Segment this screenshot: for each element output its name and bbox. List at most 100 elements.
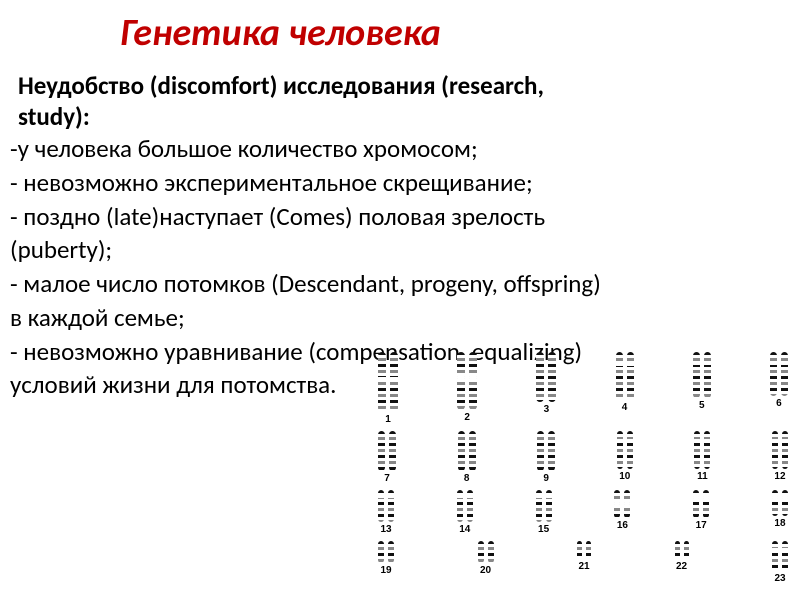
list-item: -у человека большое количество хромосом; <box>10 132 800 166</box>
chromosome-icon <box>617 431 623 469</box>
chromosome-icon <box>675 541 680 559</box>
chromosome-pair: 7 <box>378 431 396 484</box>
chromosome-icon <box>378 541 384 563</box>
list-item: - невозможно экспериментальное скрещиван… <box>10 166 800 200</box>
chromosome-pair: 15 <box>536 490 552 535</box>
chromosome-label: 6 <box>776 398 782 409</box>
chromosome-icon <box>616 352 623 400</box>
chromosome-label: 20 <box>480 565 491 576</box>
chromosome-label: 16 <box>617 520 628 531</box>
chromosome-icon <box>693 490 699 518</box>
chromosome-icon <box>704 431 710 469</box>
chromosome-icon <box>782 490 788 516</box>
chromosome-icon <box>772 431 778 469</box>
chromosome-icon <box>457 490 463 522</box>
chromosome-icon <box>458 431 465 471</box>
chromosome-pair: 19 <box>378 541 394 584</box>
chromosome-icon <box>624 490 630 518</box>
chromosome-icon <box>548 352 556 402</box>
chromosome-icon <box>694 431 700 469</box>
chromosome-label: 23 <box>774 573 785 584</box>
list-item: - поздно (late)наступает (Comes) половая… <box>10 200 800 234</box>
chromosome-pair: 16 <box>614 490 630 535</box>
chromosome-label: 1 <box>385 414 391 425</box>
chromosome-pair: 14 <box>457 490 473 535</box>
chromosome-pair: 1 <box>378 352 398 425</box>
subtitle-line-1: Неудобство (discomfort) исследования (re… <box>18 70 800 101</box>
chromosome-icon <box>469 431 476 471</box>
chromosome-label: 21 <box>578 561 589 572</box>
list-item: (puberty); <box>10 233 800 267</box>
chromosome-label: 12 <box>774 471 785 482</box>
chromosome-pair: 20 <box>478 541 494 584</box>
chromosome-label: 2 <box>464 412 470 423</box>
chromosome-icon <box>627 352 634 400</box>
chromosome-label: 22 <box>676 561 687 572</box>
chromosome-icon <box>704 352 711 398</box>
chromosome-pair: 8 <box>458 431 476 484</box>
chromosome-label: 3 <box>544 404 550 415</box>
chromosome-icon <box>478 541 484 563</box>
chromosome-icon <box>684 541 689 559</box>
chromosome-label: 14 <box>459 524 470 535</box>
chromosome-icon <box>614 490 620 518</box>
chromosome-label: 19 <box>380 565 391 576</box>
chromosome-icon <box>457 352 465 410</box>
chromosome-label: 4 <box>622 402 628 413</box>
list-item: в каждой семье; <box>10 301 800 335</box>
subtitle: Неудобство (discomfort) исследования (re… <box>0 56 800 132</box>
chromosome-icon <box>627 431 633 469</box>
chromosome-icon <box>577 541 582 559</box>
chromosome-icon <box>536 490 542 522</box>
chromosome-icon <box>548 431 555 471</box>
chromosome-pair: 10 <box>617 431 633 484</box>
chromosome-label: 18 <box>774 518 785 529</box>
chromosome-pair: 4 <box>616 352 634 425</box>
chromosome-pair: 23 <box>772 541 788 584</box>
chromosome-pair: 12 <box>772 431 788 484</box>
chromosome-label: 5 <box>699 400 705 411</box>
chromosome-pair: 9 <box>537 431 555 484</box>
chromosome-pair: 5 <box>693 352 711 425</box>
chromosome-icon <box>378 431 385 471</box>
chromosome-pair: 22 <box>675 541 689 584</box>
karyotype-row: 1 2 3 4 5 6 <box>378 352 788 425</box>
subtitle-line-2: study): <box>18 101 800 132</box>
chromosome-icon <box>389 431 396 471</box>
chromosome-label: 15 <box>538 524 549 535</box>
chromosome-label: 11 <box>697 471 708 482</box>
chromosome-icon <box>388 490 394 522</box>
chromosome-icon <box>772 490 778 516</box>
chromosome-label: 7 <box>384 473 390 484</box>
chromosome-icon <box>378 352 386 412</box>
karyotype-row: 7 8 9 10 11 12 <box>378 431 788 484</box>
chromosome-icon <box>388 541 394 563</box>
karyotype-diagram: 1234567891011121314151617181920212223 <box>378 352 788 590</box>
chromosome-icon <box>488 541 494 563</box>
chromosome-pair: 2 <box>457 352 477 425</box>
chromosome-pair: 17 <box>693 490 709 535</box>
chromosome-pair: 11 <box>694 431 710 484</box>
chromosome-label: 17 <box>696 520 707 531</box>
chromosome-label: 10 <box>619 471 630 482</box>
chromosome-icon <box>467 490 473 522</box>
chromosome-icon <box>782 431 788 469</box>
chromosome-icon <box>781 352 788 396</box>
chromosome-icon <box>586 541 591 559</box>
chromosome-icon <box>772 541 778 571</box>
chromosome-pair: 13 <box>378 490 394 535</box>
chromosome-icon <box>390 352 398 412</box>
karyotype-row: 13 14 15 16 17 18 <box>378 490 788 535</box>
chromosome-icon <box>537 431 544 471</box>
chromosome-icon <box>536 352 544 402</box>
chromosome-pair: 18 <box>772 490 788 535</box>
chromosome-icon <box>469 352 477 410</box>
chromosome-label: 13 <box>380 524 391 535</box>
chromosome-pair: 6 <box>770 352 788 425</box>
chromosome-label: 8 <box>464 473 470 484</box>
chromosome-pair: 3 <box>536 352 556 425</box>
chromosome-icon <box>770 352 777 396</box>
chromosome-icon <box>693 352 700 398</box>
karyotype-row: 19 20 21 22 23 <box>378 541 788 584</box>
page-title: Генетика человека <box>0 0 800 56</box>
